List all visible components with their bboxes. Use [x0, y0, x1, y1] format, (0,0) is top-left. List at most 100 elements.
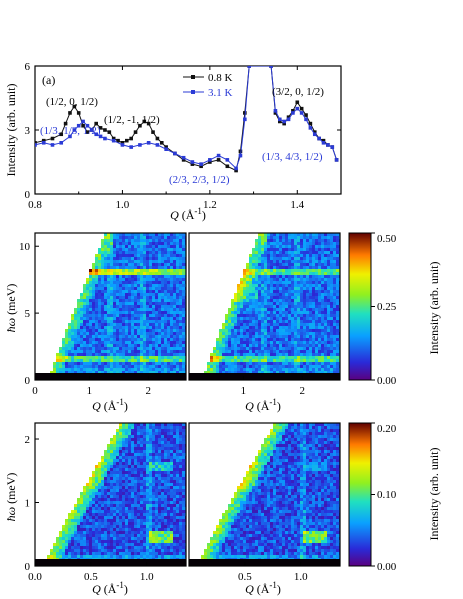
map-b-cell	[104, 350, 107, 353]
map-b-cell	[119, 305, 122, 308]
map-b-cell	[89, 368, 92, 371]
map-d2-cell	[167, 432, 170, 435]
map-d1-cell	[270, 257, 273, 260]
map-b-cell	[77, 329, 80, 332]
map-d1-cell	[300, 353, 303, 356]
map-b-cell	[113, 335, 116, 338]
map-d1-cell	[312, 335, 315, 338]
map-b-cell	[149, 305, 152, 308]
map-d2-cell	[182, 477, 185, 480]
map-b-cell	[134, 245, 137, 248]
map-b-cell	[140, 365, 143, 368]
map-d2-cell	[98, 525, 101, 528]
map-d1-cell	[315, 332, 318, 335]
map-d1-cell	[276, 326, 279, 329]
map-b-cell	[167, 233, 170, 236]
map-b-cell	[122, 233, 125, 236]
map-d1-cell	[231, 359, 234, 362]
map-d1-cell	[261, 341, 264, 344]
map-b-cell	[143, 260, 146, 263]
map-d2-cell	[122, 492, 125, 495]
map-b-cell	[98, 311, 101, 314]
map-d1-cell	[270, 320, 273, 323]
map-d1-cell	[291, 272, 294, 275]
map-d1-cell	[261, 287, 264, 290]
map-d2-cell	[179, 429, 182, 432]
map-b-cell	[140, 269, 143, 272]
map-b-cell	[173, 323, 176, 326]
map-d1-cell	[264, 341, 267, 344]
map-d1-cell	[315, 344, 318, 347]
series-point-0	[299, 106, 304, 111]
map-d2-cell	[179, 462, 182, 465]
map-b-cell	[149, 302, 152, 305]
map-d2-cell	[113, 519, 116, 522]
map-b-cell	[104, 275, 107, 278]
map-d2-cell	[182, 510, 185, 513]
map-d1-cell	[336, 296, 339, 299]
map-d1-cell	[270, 311, 273, 314]
map-b-cell	[146, 332, 149, 335]
map-d2-cell	[149, 435, 152, 438]
map-d1-cell	[303, 260, 306, 263]
map-b-cell	[107, 248, 110, 251]
map-b-cell	[161, 371, 164, 374]
map-d1-cell	[333, 287, 336, 290]
map-d1-cell	[249, 260, 252, 263]
map-d2-cell	[119, 426, 122, 429]
map-d2-cell	[161, 495, 164, 498]
map-d1-cell	[291, 257, 294, 260]
map-d1-cell	[243, 323, 246, 326]
map-d1-cell	[261, 332, 264, 335]
series-point-1	[35, 143, 37, 147]
map-d1-cell	[258, 269, 261, 272]
map-d2-cell	[125, 507, 128, 510]
map-d1-cell	[273, 353, 276, 356]
series-point-1	[321, 141, 326, 145]
map-b-cell	[68, 347, 71, 350]
map-d1-cell	[324, 359, 327, 362]
map-b-cell	[152, 344, 155, 347]
map-d2-cell	[146, 444, 149, 447]
map-d2-cell	[125, 513, 128, 516]
map-d2-cell	[140, 432, 143, 435]
map-b-cell	[89, 365, 92, 368]
map-d1-cell	[261, 275, 264, 278]
map-d2-cell	[179, 438, 182, 441]
map-d2-cell	[131, 480, 134, 483]
map-d2-cell	[140, 435, 143, 438]
map-b-cell	[137, 296, 140, 299]
map-d2-cell	[182, 495, 185, 498]
map-d1-cell	[315, 362, 318, 365]
map-b-cell	[119, 326, 122, 329]
map-b-cell	[95, 254, 98, 257]
map-d1-cell	[228, 371, 231, 374]
map-b-cell	[98, 368, 101, 371]
map-d1-cell	[252, 311, 255, 314]
map-b-cell	[128, 302, 131, 305]
map-d1-cell	[270, 290, 273, 293]
map-b-cell	[107, 368, 110, 371]
map-b-cell	[164, 323, 167, 326]
map-d2-cell	[125, 435, 128, 438]
map-b-cell	[113, 239, 116, 242]
map-b-cell	[116, 266, 119, 269]
map-d1-cell	[327, 368, 330, 371]
map-d2-cell	[176, 477, 179, 480]
map-d1-cell	[261, 356, 264, 359]
map-d2-cell	[107, 525, 110, 528]
map-b-cell	[134, 305, 137, 308]
map-b-cell	[128, 233, 131, 236]
map-b-cell	[173, 278, 176, 281]
map-b-cell	[116, 317, 119, 320]
map-d2-cell	[119, 462, 122, 465]
map-d1-cell	[315, 272, 318, 275]
map-d2-cell	[158, 459, 161, 462]
map-d1-cell	[282, 323, 285, 326]
map-b-cell	[95, 371, 98, 374]
map-d2-cell	[131, 450, 134, 453]
map-d2-cell	[143, 516, 146, 519]
map-b-cell	[125, 254, 128, 257]
map-d1-cell	[303, 332, 306, 335]
